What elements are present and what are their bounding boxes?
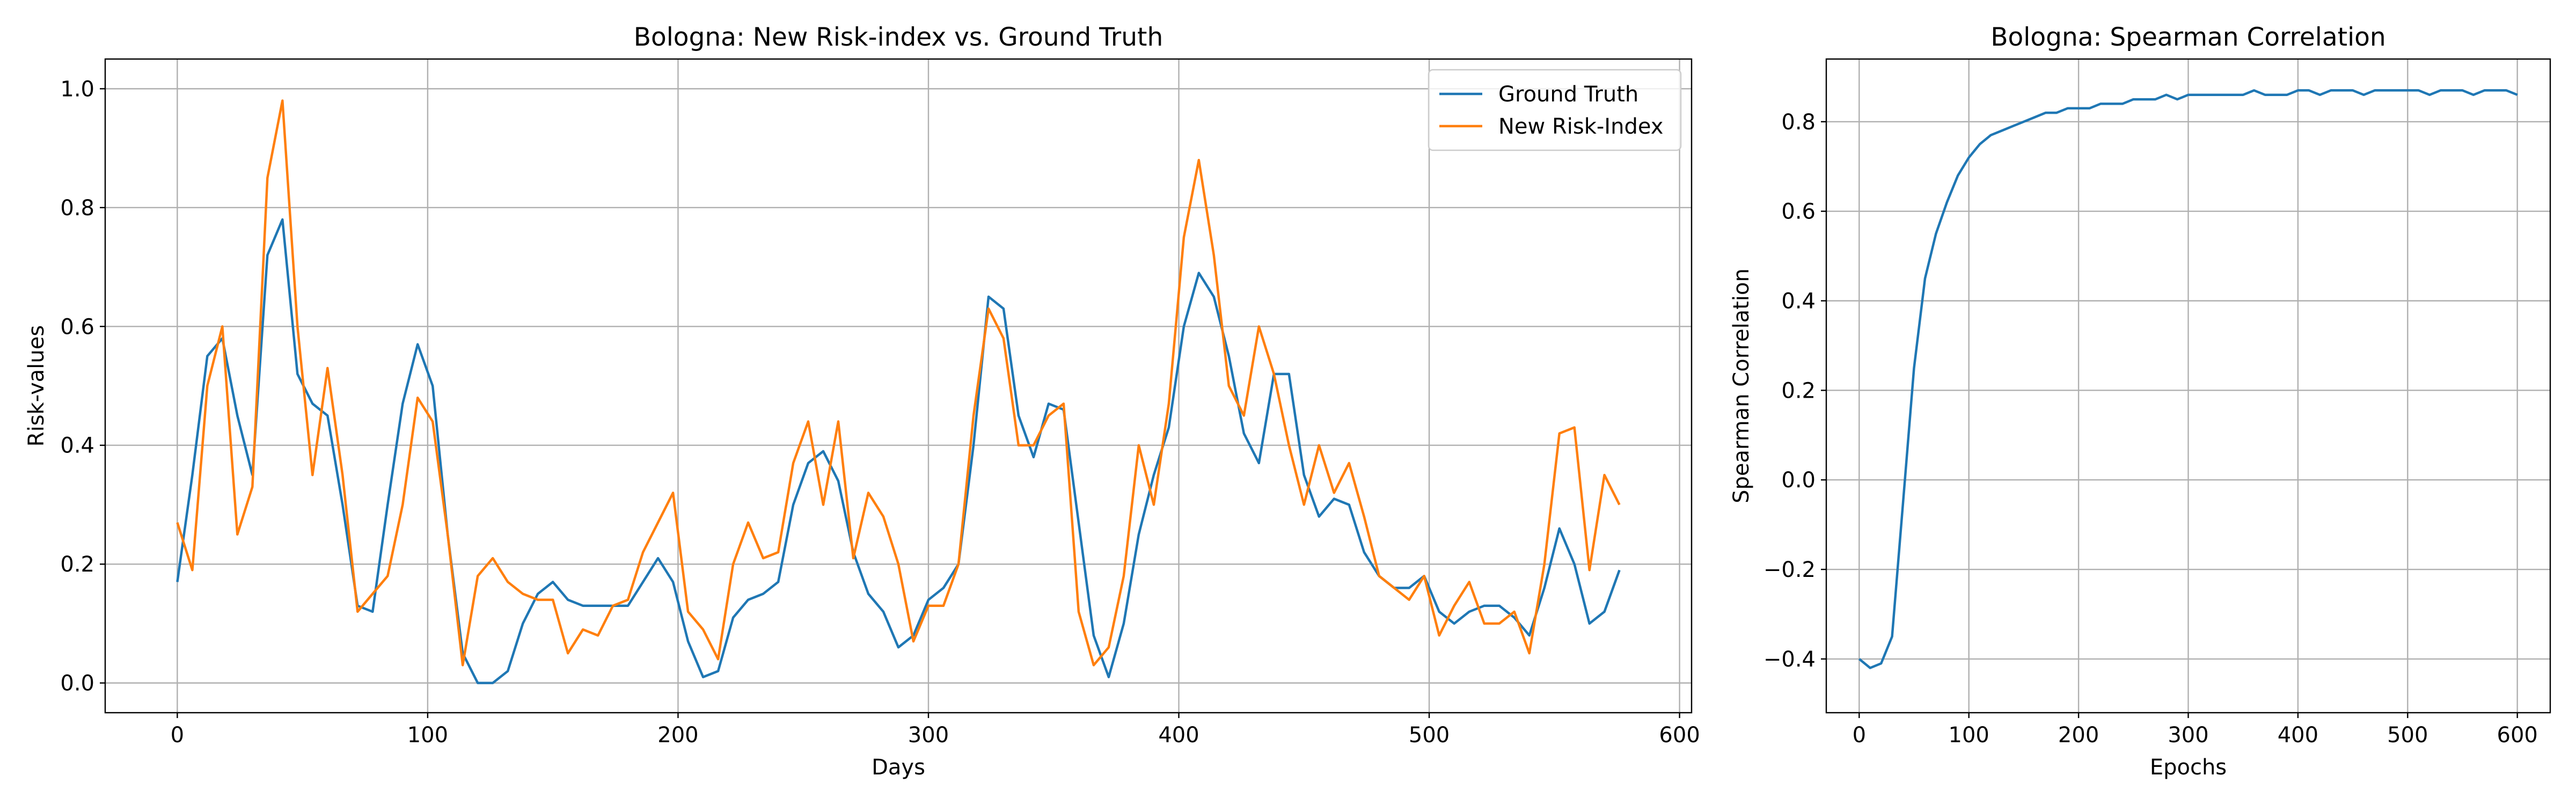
y-axis-label: Risk-values (24, 325, 49, 447)
series-line (176, 218, 1621, 684)
y-tick-label: 0.6 (60, 314, 94, 339)
y-tick-label: 0.2 (1781, 378, 1816, 403)
x-tick-label: 600 (1659, 723, 1700, 748)
legend-label: Ground Truth (1498, 82, 1638, 107)
y-tick-label: 0.4 (1781, 289, 1816, 313)
legend-label: New Risk-Index (1498, 114, 1663, 139)
y-tick-label: 0.8 (60, 196, 94, 221)
y-tick-label: 0.4 (60, 434, 94, 458)
legend-box (1428, 69, 1682, 151)
subplot: 0 100 200 300 400 500 600 −0.4 −0.2 0.0 0.2 0.4 0.6 0… (1729, 23, 2551, 780)
y-tick-label: −0.4 (1763, 647, 1816, 672)
y-tick-label: 0.8 (1781, 110, 1816, 135)
x-tick-label: 600 (2497, 723, 2538, 748)
y-tick-label: 0.0 (60, 671, 94, 696)
x-tick-label: 500 (2387, 723, 2428, 748)
x-tick-label: 200 (2058, 723, 2099, 748)
y-tick-label: 1.0 (60, 77, 94, 101)
y-tick-label: 0.6 (1781, 200, 1816, 224)
chart-title: Bologna: Spearman Correlation (1990, 23, 2385, 52)
x-tick-label: 100 (407, 723, 448, 748)
x-tick-label: 400 (2278, 723, 2318, 748)
chart-title: Bologna: New Risk-index vs. Ground Truth (634, 23, 1163, 52)
x-tick-label: 500 (1409, 723, 1450, 748)
x-tick-label: 0 (171, 723, 184, 748)
x-tick-label: 100 (1949, 723, 1989, 748)
series-line (176, 99, 1621, 667)
y-tick-label: 0.2 (60, 552, 94, 577)
axes-frame (104, 58, 1693, 714)
x-tick-label: 0 (1853, 723, 1866, 748)
x-tick-label: 300 (908, 723, 949, 748)
y-axis-label: Spearman Correlation (1729, 268, 1754, 503)
x-tick-label: 200 (657, 723, 698, 748)
x-axis-label: Epochs (2150, 755, 2227, 780)
x-tick-label: 400 (1158, 723, 1199, 748)
y-tick-label: 0.0 (1781, 468, 1816, 493)
axes-frame (1825, 58, 2551, 714)
subplot: 0 100 200 300 400 500 600 0.0 0.2 0.4 0.6 0.8 1.0 Bol… (24, 23, 1700, 780)
x-axis-label: Days (872, 755, 925, 780)
series-line (1858, 89, 2518, 669)
y-tick-label: −0.2 (1763, 558, 1816, 582)
x-tick-label: 300 (2168, 723, 2208, 748)
